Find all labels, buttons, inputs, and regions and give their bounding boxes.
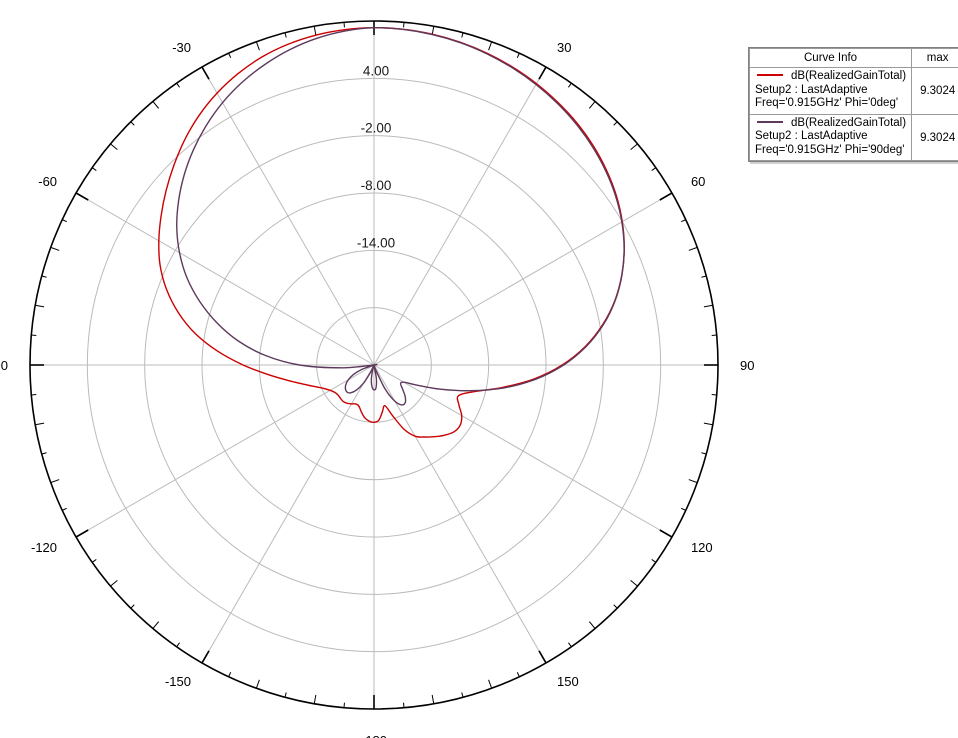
radial-label: 4.00: [363, 63, 389, 78]
legend-table: Curve Info max dB(RealizedGainTotal) Set…: [748, 48, 958, 162]
legend-color-swatch-icon: [757, 120, 783, 123]
series-curve-2: [176, 26, 625, 406]
angle-label: 30: [557, 40, 571, 55]
legend-panel[interactable]: Curve Info max dB(RealizedGainTotal) Set…: [748, 47, 958, 163]
legend-entry-2-line2: Setup2 : LastAdaptive: [755, 130, 868, 143]
data-series-layer: [158, 26, 625, 438]
legend-entry-1-line2: Setup2 : LastAdaptive: [755, 83, 868, 96]
legend-header-row: Curve Info max: [748, 48, 958, 68]
radial-label: -2.00: [361, 121, 392, 136]
angle-label: -60: [38, 174, 57, 189]
legend-color-swatch-icon: [757, 73, 783, 76]
legend-entry-1-line1: dB(RealizedGainTotal): [791, 70, 907, 82]
radial-label: -8.00: [361, 178, 392, 193]
legend-entry-1: dB(RealizedGainTotal) Setup2 : LastAdapt…: [748, 67, 913, 115]
legend-entry-2-line3: Freq='0.915GHz' Phi='90deg': [755, 143, 905, 156]
angle-label: -150: [165, 674, 191, 689]
legend-entry-2: dB(RealizedGainTotal) Setup2 : LastAdapt…: [748, 113, 913, 162]
angle-label: -30: [172, 40, 191, 55]
legend-entry-1-max: 9.3024: [911, 67, 958, 115]
legend-header-max: max: [911, 48, 958, 68]
angle-label: -120: [31, 540, 57, 555]
angle-label: -180: [361, 733, 387, 738]
legend-entry-2-max: 9.3024: [911, 113, 958, 162]
legend-entry-2-line1: dB(RealizedGainTotal): [791, 116, 907, 129]
radial-label: -14.00: [357, 235, 395, 250]
angle-label: 60: [691, 174, 705, 189]
angle-tick-labels: -180-150-120-90-60-300306090120150: [0, 40, 754, 738]
angle-label: 120: [691, 540, 713, 555]
angle-label: 150: [557, 674, 579, 689]
angle-label: -90: [0, 358, 8, 373]
legend-entry-1-line3: Freq='0.915GHz' Phi='0deg': [755, 97, 899, 110]
radial-tick-labels: 4.00 -2.00 -8.00 -14.00: [357, 63, 395, 250]
legend-header-curve-info: Curve Info: [748, 48, 913, 68]
legend-row[interactable]: dB(RealizedGainTotal) Setup2 : LastAdapt…: [748, 67, 958, 115]
legend-row[interactable]: dB(RealizedGainTotal) Setup2 : LastAdapt…: [748, 113, 958, 162]
angle-label: 90: [740, 358, 754, 373]
